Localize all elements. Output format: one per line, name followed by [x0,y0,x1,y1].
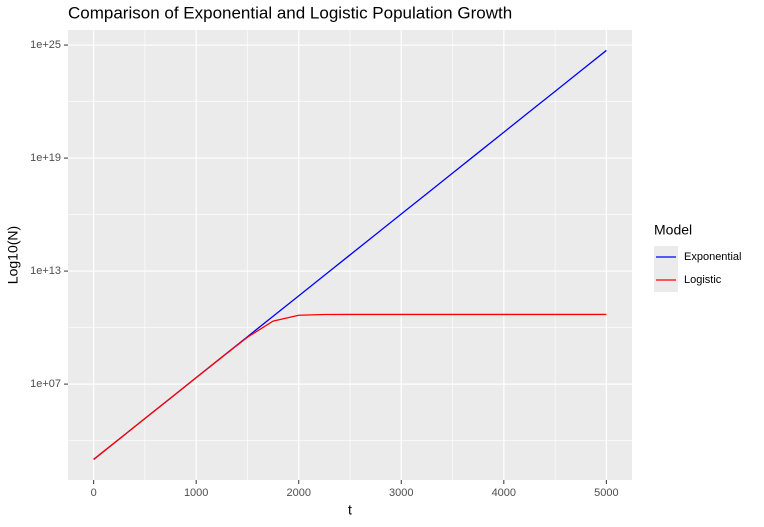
x-tick-label: 3000 [389,487,413,499]
y-axis-title: Log10(N) [5,226,21,284]
x-tick-label: 0 [91,487,97,499]
chart-title: Comparison of Exponential and Logistic P… [68,3,512,22]
x-axis-title: t [348,502,352,518]
legend-label: Exponential [684,251,742,263]
series-line [93,313,607,460]
y-tick-label: 1e+13 [30,265,61,277]
x-tick-label: 2000 [286,487,310,499]
x-tick-label: 1000 [184,487,208,499]
y-tick-label: 1e+07 [30,378,61,390]
x-tick-label: 5000 [594,487,618,499]
y-tick-label: 1e+25 [30,39,61,51]
x-tick-label: 4000 [492,487,516,499]
legend-title: Model [654,222,692,238]
y-tick-label: 1e+19 [30,152,61,164]
legend-label: Logistic [684,274,722,286]
legend: Exponential Logistic [654,246,742,292]
